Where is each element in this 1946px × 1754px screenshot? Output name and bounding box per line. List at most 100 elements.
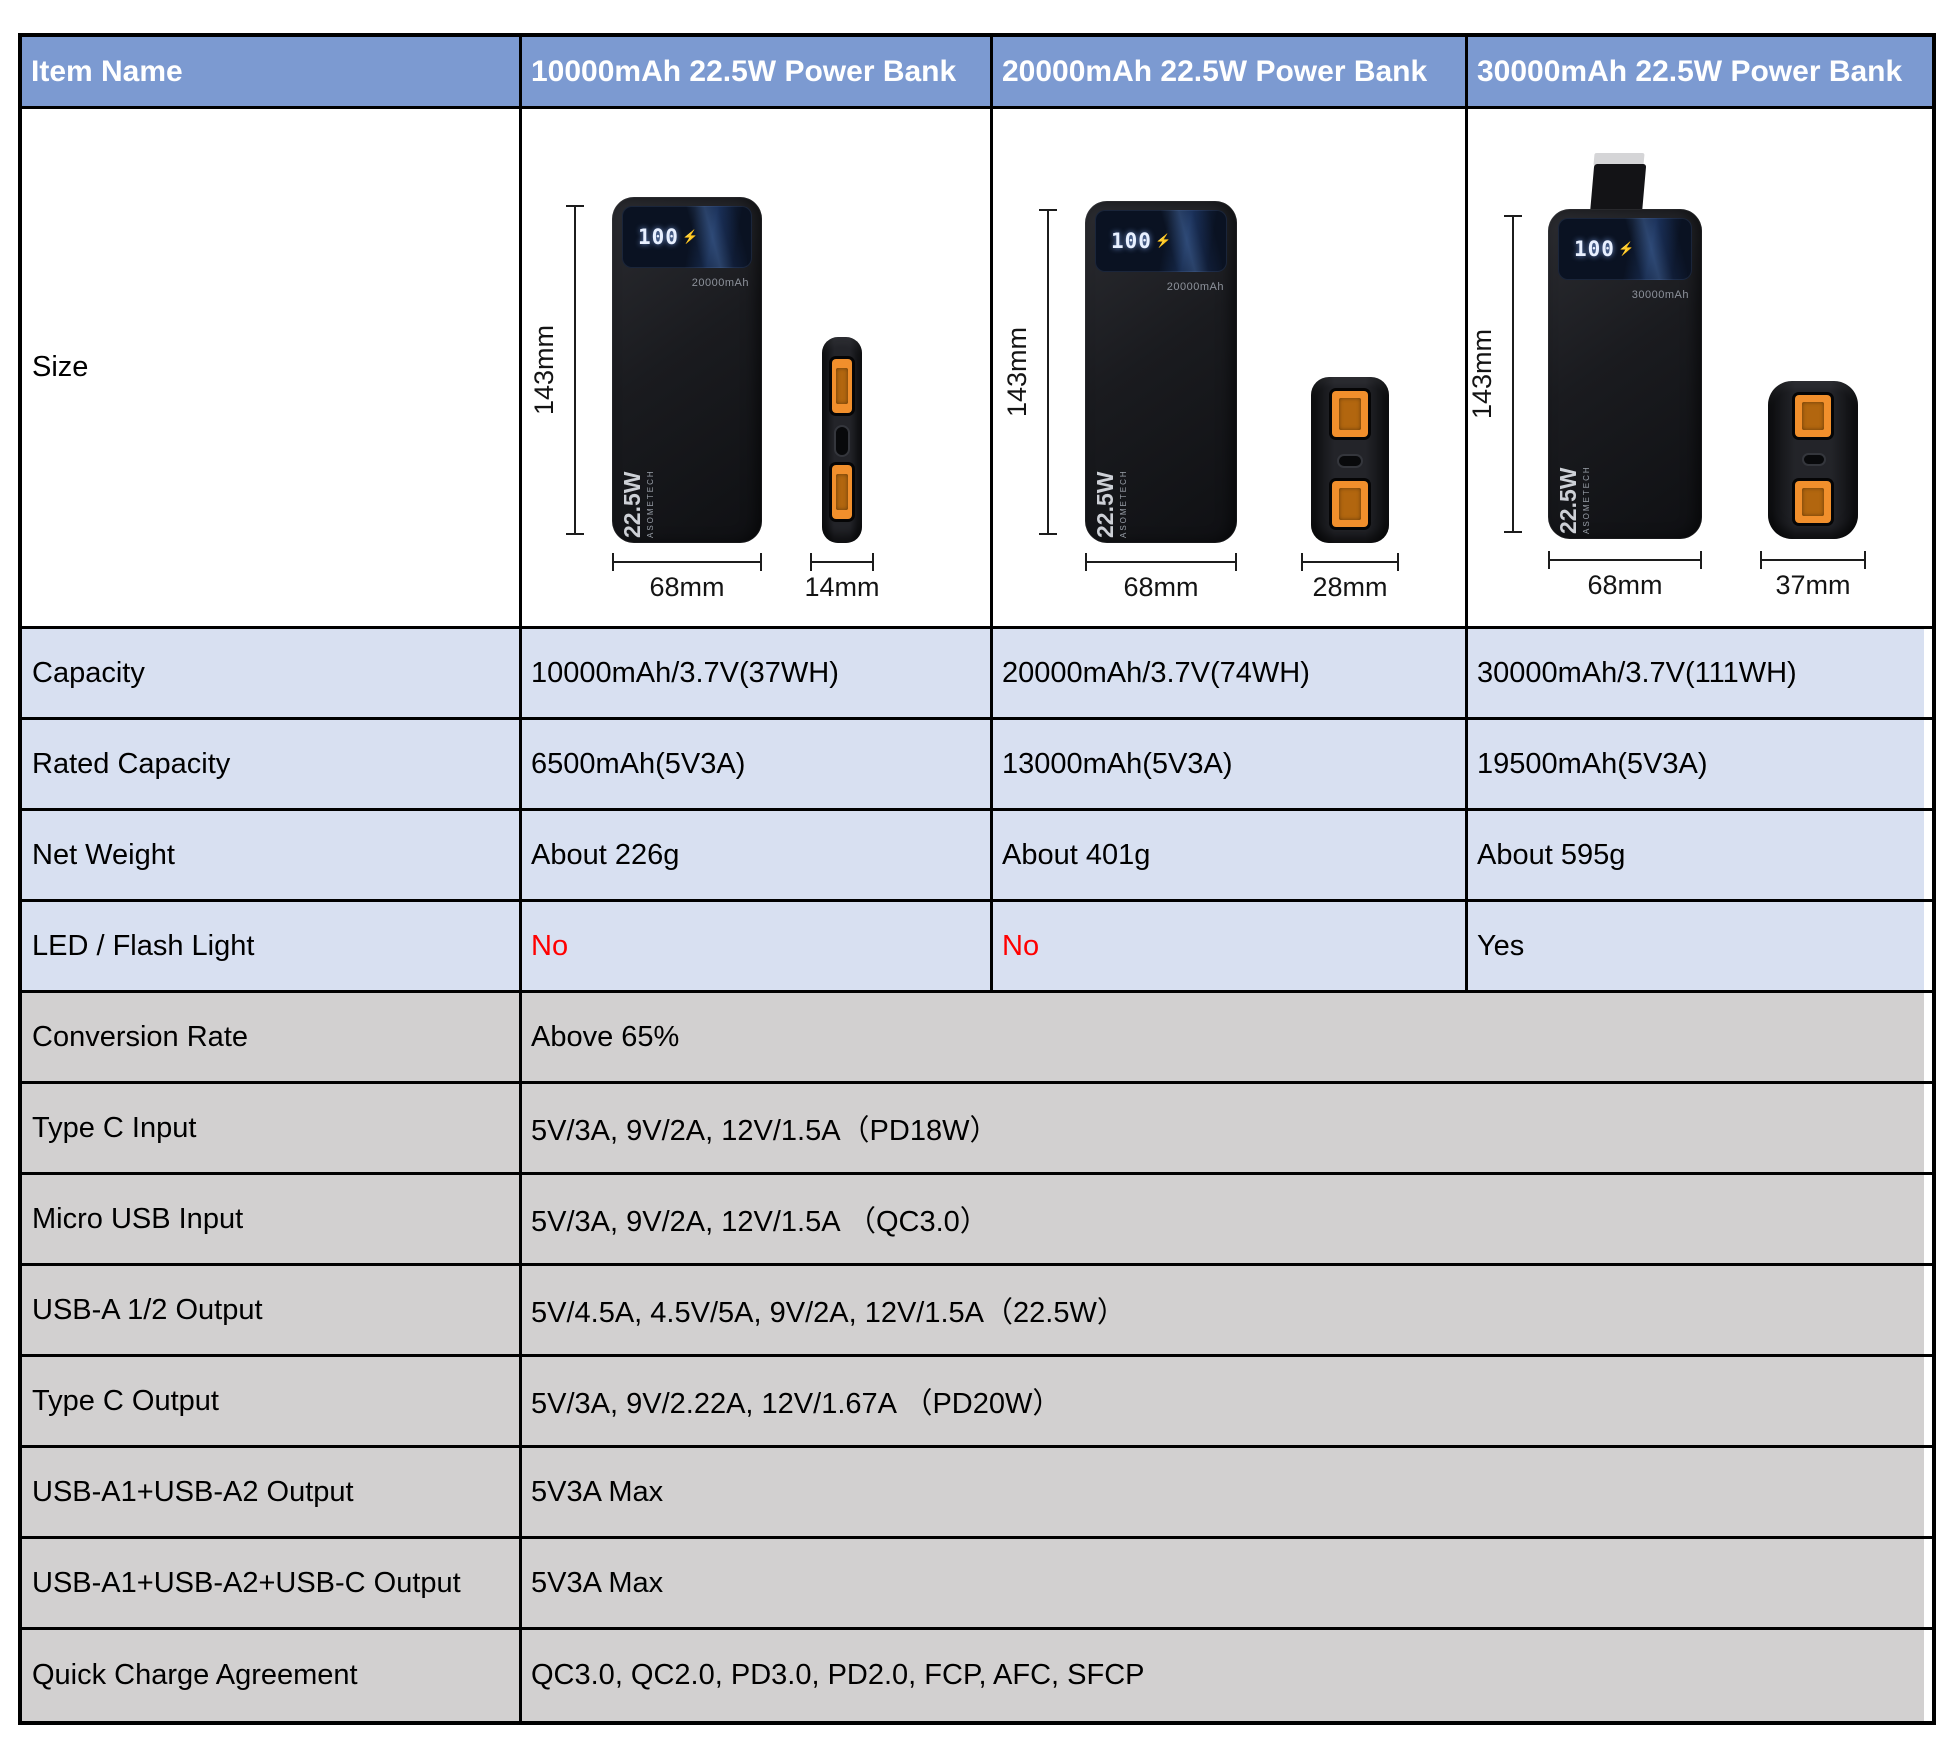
depth-dimension-line: 14mm <box>804 553 880 602</box>
brand-name: ASOMETECH <box>1582 465 1591 534</box>
row-size: Size 143mm 100 ⚡ 20000mAh 22.5W <box>22 109 1932 629</box>
spec-value: 30000mAh/3.7V(111WH) <box>1468 629 1924 717</box>
width-dimension-label: 68mm <box>1123 572 1199 602</box>
height-dimension-line: 143mm <box>1468 215 1522 533</box>
row-quick-charge-agreement: Quick Charge Agreement QC3.0, QC2.0, PD3… <box>22 1630 1932 1721</box>
charging-bolt-icon: ⚡ <box>1617 241 1635 256</box>
row-label: Micro USB Input <box>22 1175 522 1263</box>
row-capacity: Capacity 10000mAh/3.7V(37WH) 20000mAh/3.… <box>22 629 1932 720</box>
size-cell-product-3: 143mm 100 ⚡ 30000mAh 22.5W ASOMETECH <box>1468 109 1924 626</box>
header-product-30000: 30000mAh 22.5W Power Bank <box>1468 37 1924 106</box>
row-usb-a-output: USB-A 1/2 Output 5V/4.5A, 4.5V/5A, 9V/2A… <box>22 1266 1932 1357</box>
row-label: USB-A 1/2 Output <box>22 1266 522 1354</box>
powerbank-front-view: 100 ⚡ 30000mAh 22.5W ASOMETECH <box>1548 209 1702 539</box>
spec-value: 5V/4.5A, 4.5V/5A, 9V/2A, 12V/1.5A（22.5W） <box>522 1266 1924 1354</box>
row-label: Capacity <box>22 629 522 717</box>
row-label: USB-A1+USB-A2 Output <box>22 1448 522 1536</box>
brand-wattage: 22.5W <box>619 471 645 538</box>
row-label: Net Weight <box>22 811 522 899</box>
brand-name: ASOMETECH <box>1119 469 1128 538</box>
row-led-flash-light: LED / Flash Light No No Yes <box>22 902 1932 993</box>
brand-wattage: 22.5W <box>1092 471 1118 538</box>
usb-a-port-icon <box>832 465 852 519</box>
brand-print: 22.5W ASOMETECH <box>1555 384 1592 534</box>
row-rated-capacity: Rated Capacity 6500mAh(5V3A) 13000mAh(5V… <box>22 720 1932 811</box>
depth-dimension-line: 28mm <box>1301 553 1399 602</box>
row-usb-a1-a2-output: USB-A1+USB-A2 Output 5V3A Max <box>22 1448 1932 1539</box>
row-net-weight: Net Weight About 226g About 401g About 5… <box>22 811 1932 902</box>
row-label: Size <box>22 109 522 626</box>
spec-value: 5V3A Max <box>522 1448 1924 1536</box>
height-dimension-label: 143mm <box>528 324 559 416</box>
usb-c-port-icon <box>834 425 850 457</box>
width-dimension-label: 68mm <box>649 572 725 602</box>
spec-value: About 401g <box>993 811 1468 899</box>
charging-bolt-icon: ⚡ <box>1154 233 1172 248</box>
height-dimension-line: 143mm <box>529 205 584 535</box>
spec-value: 5V/3A, 9V/2.22A, 12V/1.67A （PD20W） <box>522 1357 1924 1445</box>
size-cell-product-2: 143mm 100 ⚡ 20000mAh 22.5W ASOMETECH <box>993 109 1468 626</box>
row-conversion-rate: Conversion Rate Above 65% <box>22 993 1932 1084</box>
powerbank-front-view: 100 ⚡ 20000mAh 22.5W ASOMETECH <box>612 197 762 543</box>
spec-value-negative: No <box>993 902 1468 990</box>
depth-dimension-label: 28mm <box>1312 572 1388 602</box>
width-dimension-line: 68mm <box>1548 551 1702 600</box>
capacity-print: 20000mAh <box>691 277 749 289</box>
brand-print: 22.5W ASOMETECH <box>619 388 656 538</box>
battery-percent: 100 <box>1111 229 1152 253</box>
row-label: Conversion Rate <box>22 993 522 1081</box>
battery-display: 100 ⚡ <box>1558 218 1692 280</box>
spec-value: 5V/3A, 9V/2A, 12V/1.5A（PD18W） <box>522 1084 1924 1172</box>
usb-a-port-icon <box>1795 481 1831 523</box>
row-usb-a1-a2-c-output: USB-A1+USB-A2+USB-C Output 5V3A Max <box>22 1539 1932 1630</box>
usb-c-port-icon <box>1337 454 1363 468</box>
depth-dimension-label: 14mm <box>804 572 880 602</box>
usb-a-port-icon <box>1332 391 1368 437</box>
brand-name: ASOMETECH <box>646 469 655 538</box>
spec-value: 19500mAh(5V3A) <box>1468 720 1924 808</box>
battery-display: 100 ⚡ <box>1095 210 1227 272</box>
usb-c-port-icon <box>1802 453 1826 466</box>
spec-value: 5V3A Max <box>522 1539 1924 1627</box>
battery-percent: 100 <box>638 225 679 249</box>
capacity-print: 20000mAh <box>1166 281 1224 293</box>
row-type-c-output: Type C Output 5V/3A, 9V/2.22A, 12V/1.67A… <box>22 1357 1932 1448</box>
spec-value: Above 65% <box>522 993 1924 1081</box>
powerbank-front-view: 100 ⚡ 20000mAh 22.5W ASOMETECH <box>1085 201 1237 543</box>
usb-a-port-icon <box>1795 395 1831 437</box>
width-dimension-label: 68mm <box>1587 570 1663 600</box>
width-dimension-line: 68mm <box>1085 553 1237 602</box>
row-micro-usb-input: Micro USB Input 5V/3A, 9V/2A, 12V/1.5A （… <box>22 1175 1932 1266</box>
spec-value-negative: No <box>522 902 993 990</box>
height-dimension-label: 143mm <box>1001 326 1032 418</box>
header-product-20000: 20000mAh 22.5W Power Bank <box>993 37 1468 106</box>
spec-value: Yes <box>1468 902 1924 990</box>
usb-a-port-icon <box>1332 481 1368 527</box>
row-label: USB-A1+USB-A2+USB-C Output <box>22 1539 522 1627</box>
battery-percent: 100 <box>1574 237 1615 261</box>
row-label: Quick Charge Agreement <box>22 1630 522 1721</box>
charging-bolt-icon: ⚡ <box>681 229 699 244</box>
header-item-name: Item Name <box>22 37 522 106</box>
spec-value: About 226g <box>522 811 993 899</box>
height-dimension-label: 143mm <box>1468 328 1497 420</box>
size-cell-product-1: 143mm 100 ⚡ 20000mAh 22.5W ASOMETECH <box>522 109 993 626</box>
powerbank-side-view <box>1311 377 1389 543</box>
spec-value: 5V/3A, 9V/2A, 12V/1.5A （QC3.0） <box>522 1175 1924 1263</box>
row-label: LED / Flash Light <box>22 902 522 990</box>
powerbank-side-view <box>1768 381 1858 539</box>
row-label: Type C Input <box>22 1084 522 1172</box>
header-product-10000: 10000mAh 22.5W Power Bank <box>522 37 993 106</box>
height-dimension-line: 143mm <box>1002 209 1057 535</box>
header-row: Item Name 10000mAh 22.5W Power Bank 2000… <box>22 37 1932 109</box>
depth-dimension-label: 37mm <box>1775 570 1851 600</box>
row-label: Rated Capacity <box>22 720 522 808</box>
spec-value: 6500mAh(5V3A) <box>522 720 993 808</box>
brand-print: 22.5W ASOMETECH <box>1092 388 1129 538</box>
capacity-print: 30000mAh <box>1631 289 1689 301</box>
depth-dimension-line: 37mm <box>1760 551 1866 600</box>
product-spec-table: Item Name 10000mAh 22.5W Power Bank 2000… <box>18 33 1936 1725</box>
spec-value: 13000mAh(5V3A) <box>993 720 1468 808</box>
spec-value: QC3.0, QC2.0, PD3.0, PD2.0, FCP, AFC, SF… <box>522 1630 1924 1721</box>
